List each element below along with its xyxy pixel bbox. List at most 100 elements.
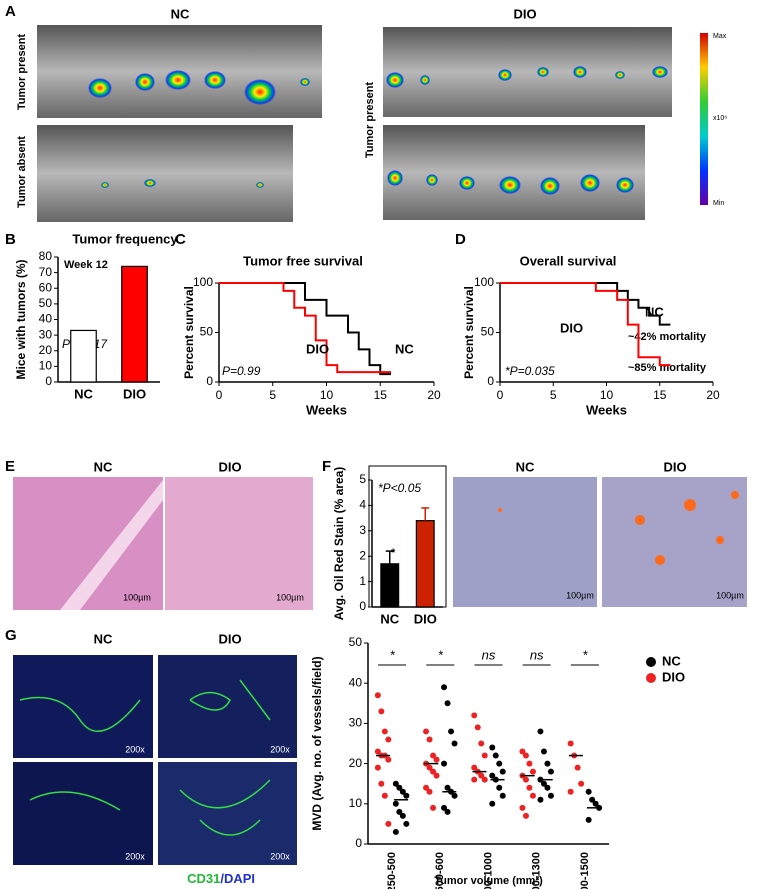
data-point xyxy=(385,756,392,763)
data-point xyxy=(519,804,526,811)
data-point xyxy=(444,784,451,791)
data-point xyxy=(540,780,547,787)
x-axis-label: Tumor volume (mm³) xyxy=(434,875,543,887)
image xyxy=(383,125,645,220)
series-line xyxy=(500,282,671,326)
data-point xyxy=(574,764,581,771)
y-tick-label: 20 xyxy=(39,343,53,357)
image xyxy=(158,655,297,758)
data-point xyxy=(481,776,488,783)
x-tick-label: 10 xyxy=(600,388,614,402)
stain-dapi: /DAPI xyxy=(220,871,255,886)
y-axis-label: MVD (Avg. no. of vessels/field) xyxy=(310,656,324,830)
image-title: DIO xyxy=(218,631,241,646)
y-tick-label: 4 xyxy=(359,498,366,512)
panel-letters: B C D E F G xyxy=(5,231,466,644)
data-point xyxy=(544,784,551,791)
x-tick-label: 20 xyxy=(427,388,441,402)
data-point xyxy=(496,760,503,767)
data-point xyxy=(537,728,544,735)
data-point xyxy=(381,792,388,799)
data-point xyxy=(489,800,496,807)
data-point xyxy=(471,712,478,719)
data-point xyxy=(430,804,437,811)
y-tick-label: 40 xyxy=(39,312,53,326)
annotation: Week 12 xyxy=(64,259,108,271)
annotation: *P=0.035 xyxy=(505,364,555,378)
data-point xyxy=(392,780,399,787)
chart-title: Overall survival xyxy=(520,253,617,268)
magnification: 200x xyxy=(125,744,145,754)
x-tick-label: 10 xyxy=(320,388,334,402)
data-point xyxy=(589,796,596,803)
panel-g-images: NC DIO 200x 200x 200x 200x CD31/DAPI xyxy=(13,631,297,886)
panel-label: G xyxy=(5,627,17,644)
data-point xyxy=(522,812,529,819)
data-point xyxy=(374,748,381,755)
data-point xyxy=(526,760,533,767)
y-tick-label: 30 xyxy=(39,327,53,341)
panel-a: A NC DIO Tumor present Tumor absent Tumo… xyxy=(5,3,727,222)
series-label: NC xyxy=(395,341,414,356)
colorbar-label: Max xyxy=(713,33,727,40)
panel-label: D xyxy=(455,231,466,248)
image-title: DIO xyxy=(663,459,686,474)
chart-title: Tumor free survival xyxy=(243,253,363,268)
data-point xyxy=(423,784,430,791)
image xyxy=(383,27,672,117)
x-tick-label: 700-1000 xyxy=(482,852,494,889)
x-tick-label: DIO xyxy=(123,386,146,401)
y-tick-label: 10 xyxy=(349,796,363,810)
scale-bar: 100µm xyxy=(716,590,744,600)
data-point xyxy=(474,724,481,731)
legend-marker xyxy=(646,657,656,667)
data-point xyxy=(403,820,410,827)
legend-label: DIO xyxy=(662,669,685,684)
data-point xyxy=(399,812,406,819)
y-tick-label: 2 xyxy=(359,548,366,562)
legend-label: NC xyxy=(662,653,681,668)
y-tick-label: 0 xyxy=(206,374,213,388)
significance: * xyxy=(390,647,396,662)
data-point xyxy=(471,776,478,783)
x-tick-label: 5 xyxy=(550,388,557,402)
series-label: DIO xyxy=(560,320,583,335)
data-point xyxy=(451,740,458,747)
panel-label: B xyxy=(5,231,16,248)
data-point xyxy=(381,728,388,735)
data-point xyxy=(392,800,399,807)
colorbar xyxy=(700,33,708,205)
y-tick-label: 70 xyxy=(39,265,53,279)
data-point xyxy=(496,784,503,791)
data-point xyxy=(522,776,529,783)
data-point xyxy=(529,768,536,775)
y-tick-label: 20 xyxy=(349,756,363,770)
significance: ns xyxy=(482,647,496,662)
data-point xyxy=(492,752,499,759)
row-label: Tumor present xyxy=(364,82,376,159)
data-point xyxy=(544,760,551,767)
row-label: Tumor absent xyxy=(16,136,28,208)
y-tick-label: 0 xyxy=(487,374,494,388)
y-tick-label: 5 xyxy=(359,472,366,486)
series-label: DIO xyxy=(306,341,329,356)
bar xyxy=(380,563,400,608)
data-point xyxy=(499,792,506,799)
data-point xyxy=(471,764,478,771)
data-point xyxy=(540,748,547,755)
data-point xyxy=(441,684,448,691)
x-tick-label: 5 xyxy=(269,388,276,402)
chart-title: Tumor frequency xyxy=(72,231,178,246)
data-point xyxy=(592,800,599,807)
annotation: * xyxy=(391,547,396,559)
data-point xyxy=(423,728,430,735)
data-point xyxy=(529,792,536,799)
y-tick-label: 60 xyxy=(39,280,53,294)
panel-label: C xyxy=(175,231,186,248)
panel-label: E xyxy=(5,458,15,475)
data-point xyxy=(433,756,440,763)
y-tick-label: 40 xyxy=(349,675,363,689)
x-tick-label: 500-600 xyxy=(434,852,446,889)
y-tick-label: 0 xyxy=(355,836,362,850)
